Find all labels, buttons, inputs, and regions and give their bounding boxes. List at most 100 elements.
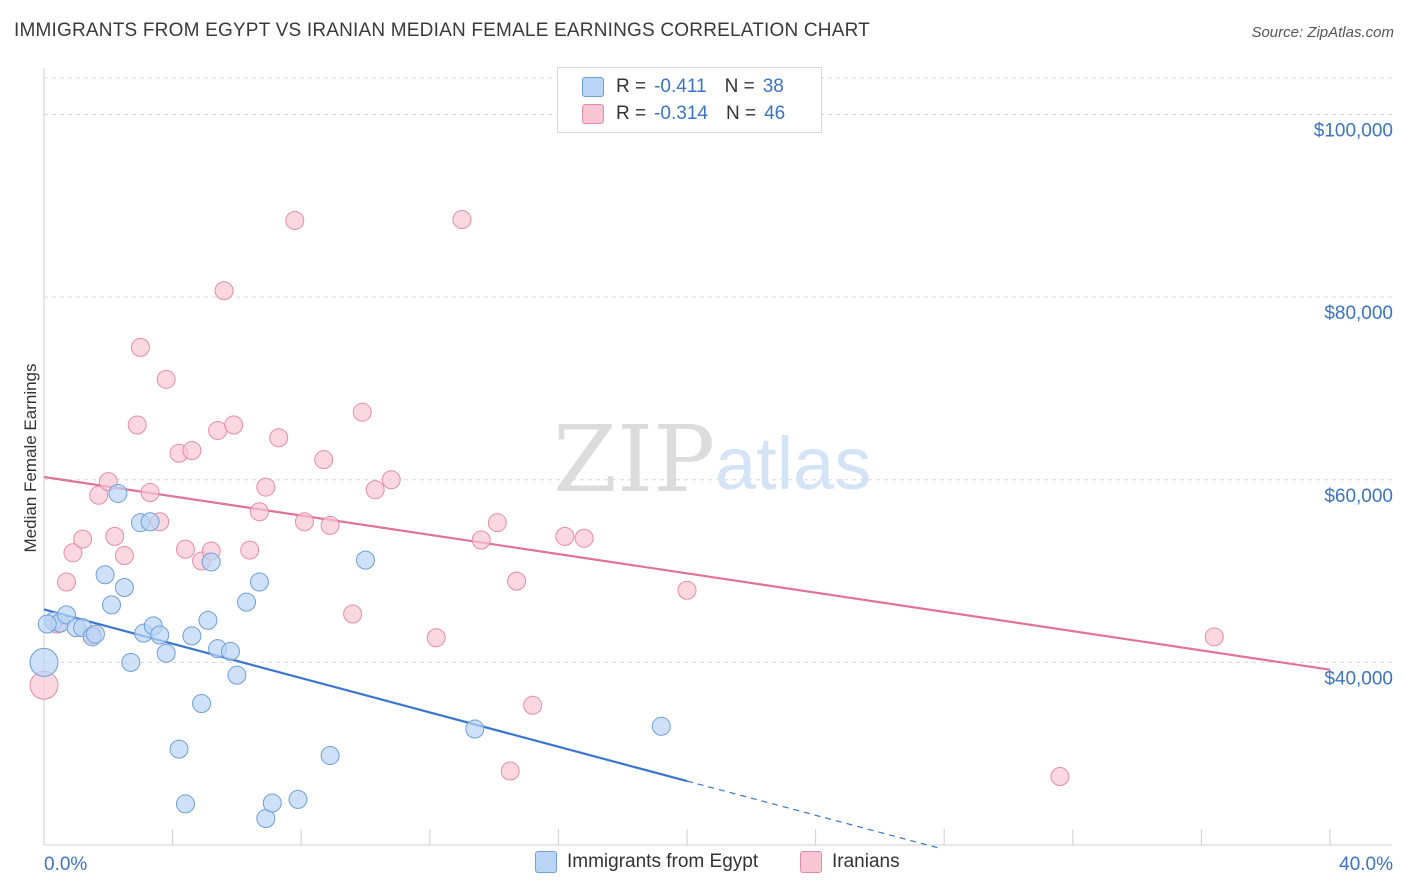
iranians-point (256, 477, 276, 497)
iranians-point (352, 402, 372, 422)
iranians-point (343, 604, 363, 624)
legend-n-label: N = (724, 76, 755, 97)
y-tick-label: $80,000 (1324, 303, 1393, 324)
iranians-point (500, 761, 520, 781)
iranians-point (507, 571, 527, 591)
watermark-zip: ZIP (553, 406, 715, 513)
iranians-point (269, 428, 289, 448)
bottom-legend-swatch-iranians (800, 851, 822, 873)
egypt-point (288, 789, 308, 809)
egypt-point (356, 550, 375, 570)
egypt-point (220, 641, 240, 661)
iranians-point (294, 512, 314, 532)
grid-layer (44, 77, 1392, 663)
legend-n-label: N = (725, 103, 757, 124)
iranians-point (314, 450, 334, 470)
iranians-point (140, 483, 160, 503)
iranians-point (285, 210, 305, 230)
x-tick-label: 0.0% (44, 854, 87, 875)
iranians-point (471, 530, 491, 550)
egypt-point (29, 647, 59, 677)
egypt-point (227, 665, 247, 685)
legend-row-iranians: R = -0.314 N = 46 (582, 102, 785, 126)
egypt-point (108, 483, 128, 503)
egypt-point (198, 610, 218, 630)
egypt-trendline-extension (686, 780, 938, 849)
iranians-point (127, 415, 147, 435)
bottom-legend-iranians: Iranians (800, 851, 900, 873)
legend-r-value: -0.411 (654, 76, 707, 97)
y-axis-label: Median Female Earnings (21, 364, 40, 553)
egypt-point (182, 626, 202, 646)
iranians-point (89, 485, 109, 505)
iranians-point (73, 529, 93, 549)
egypt-point (37, 614, 57, 634)
bottom-legend-label-iranians: Iranians (832, 851, 900, 872)
iranians-point (114, 546, 134, 566)
iranians-point (523, 695, 543, 715)
iranians-point (677, 580, 697, 600)
chart-title: IMMIGRANTS FROM EGYPT VS IRANIAN MEDIAN … (14, 20, 870, 41)
iranians-point (240, 540, 260, 560)
iranians-point (1204, 627, 1224, 647)
iranians-point (105, 526, 125, 546)
iranians-point (208, 420, 228, 440)
egypt-point (102, 595, 122, 615)
iranians-point (574, 528, 594, 548)
legend-box: R = -0.411 N = 38 R = -0.314 N = 46 (557, 67, 822, 133)
y-tick-label: $40,000 (1324, 668, 1393, 689)
iranians-point (320, 515, 340, 535)
legend-n-value: 38 (762, 76, 784, 97)
iranians-point (224, 415, 244, 435)
chart-source: Source: ZipAtlas.com (1251, 24, 1394, 41)
iranians-point (214, 281, 234, 301)
y-tick-label: $100,000 (1314, 121, 1393, 142)
iranians-point (1050, 767, 1070, 787)
legend-r-label: R = (616, 76, 647, 97)
egypt-point (85, 624, 105, 644)
egypt-point (651, 716, 671, 736)
egypt-point (320, 746, 340, 766)
bottom-legend-label-egypt: Immigrants from Egypt (567, 851, 759, 872)
egypt-point (192, 693, 212, 713)
iranians-point (555, 526, 575, 546)
legend-swatch-iranians (582, 104, 604, 124)
iranians-point (57, 572, 77, 592)
x-tick-label: 40.0% (1339, 854, 1393, 875)
legend-row-egypt: R = -0.411 N = 38 (582, 75, 784, 99)
iranians-point (156, 369, 176, 389)
bottom-legend-egypt: Immigrants from Egypt (535, 851, 758, 873)
egypt-point (201, 552, 221, 572)
legend-n-value: 46 (764, 103, 786, 124)
watermark-atlas: atlas (715, 422, 871, 505)
egypt-point (175, 794, 195, 814)
iranians-point (249, 502, 269, 522)
egypt-point (237, 592, 257, 612)
iranians-point (130, 337, 150, 357)
egypt-point (140, 512, 160, 532)
iranians-point (175, 539, 195, 559)
iranians-point (452, 210, 472, 230)
egypt-point (249, 572, 269, 592)
egypt-point (156, 643, 176, 663)
egypt-point (57, 605, 77, 625)
y-tick-label: $60,000 (1324, 486, 1393, 507)
egypt-point (262, 793, 282, 813)
egypt-point (114, 578, 134, 598)
bottom-legend-swatch-egypt (535, 851, 557, 873)
iranians-point (63, 543, 83, 563)
iranians-point (426, 628, 446, 648)
iranians-point (182, 441, 202, 461)
iranians-point (365, 480, 385, 500)
egypt-point (121, 652, 141, 672)
egypt-point (150, 625, 170, 645)
legend-swatch-egypt (582, 77, 604, 97)
axes-layer: $40,000 $60,000 $80,000 $100,000 0.0% 40.0% (43, 68, 1393, 875)
egypt-point (169, 739, 189, 759)
watermark: ZIP atlas (553, 406, 871, 513)
egypt-point (95, 565, 115, 585)
iranians-point (381, 470, 401, 490)
iranians-point (487, 513, 507, 533)
legend-r-label: R = (616, 103, 647, 124)
